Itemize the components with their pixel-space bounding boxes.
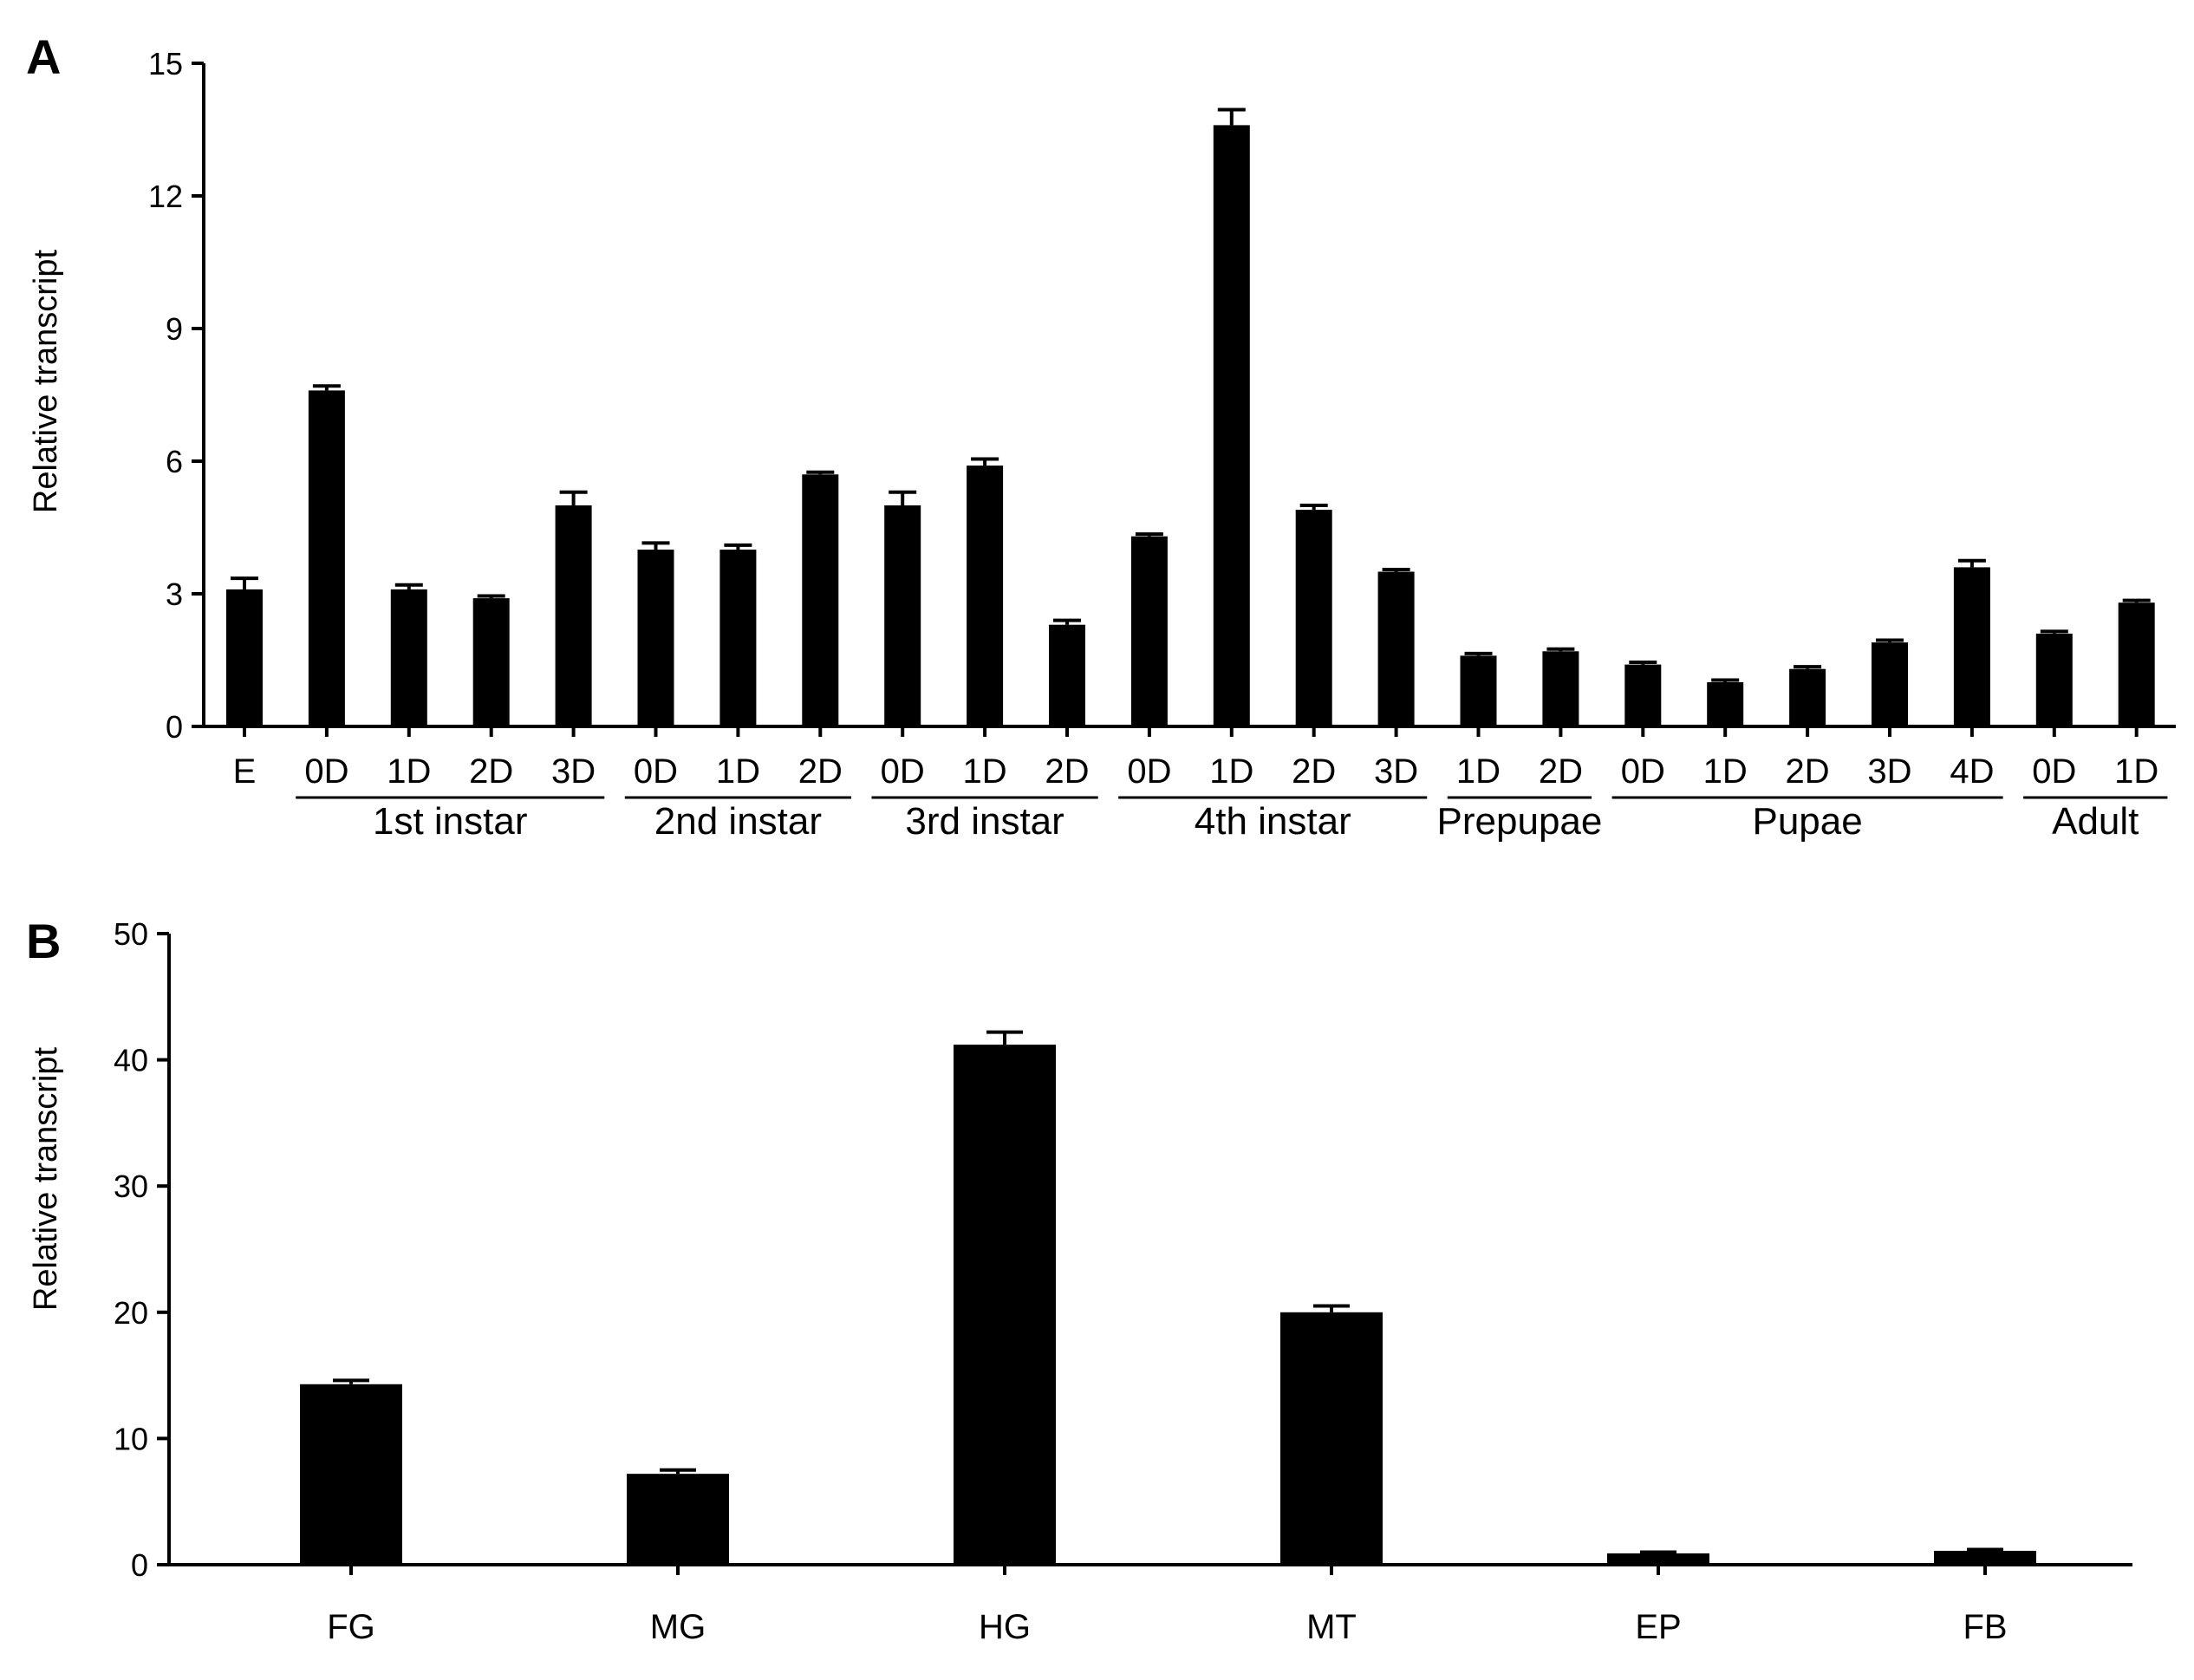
y-tick-label: 30: [114, 1169, 148, 1204]
x-tick-label: 1D: [2114, 752, 2158, 791]
bar: [1049, 624, 1085, 726]
panel-b-y-axis-label: Relative transcript: [28, 1047, 64, 1312]
bar: [954, 1045, 1056, 1565]
x-tick-label: MG: [650, 1608, 706, 1646]
bar: [1213, 125, 1250, 726]
x-tick-label: 2D: [1045, 752, 1089, 791]
y-tick-label: 0: [166, 709, 183, 745]
x-tick-label: 2D: [469, 752, 513, 791]
bar: [1789, 668, 1826, 726]
x-tick-label: 2D: [1539, 752, 1583, 791]
bar: [967, 466, 1004, 726]
bar: [719, 550, 757, 726]
bar: [637, 550, 674, 726]
x-tick-label: 1D: [1456, 752, 1501, 791]
bar: [1460, 655, 1497, 726]
x-tick-label: 0D: [304, 752, 348, 791]
bar: [1542, 651, 1579, 726]
panel-a-label: A: [26, 29, 61, 84]
bar: [1280, 1312, 1383, 1565]
panel-a-labels: E 0D 1D 2D 3D 0D 1D 2D 0D 1D 2D 0D 1D 2D 3D 1D 2D 0D 1D 2D 3…: [233, 752, 2168, 843]
x-tick-label: 4D: [1950, 752, 1994, 791]
x-tick-label: 2D: [1292, 752, 1336, 791]
x-tick-label: 0D: [634, 752, 678, 791]
bar: [300, 1384, 402, 1565]
bar: [2035, 633, 2073, 726]
panel-a-y-axis-label: Relative transcript: [28, 250, 64, 514]
bar: [1953, 567, 1990, 726]
x-tick-label: 3D: [1867, 752, 1911, 791]
y-tick-label: 0: [131, 1547, 148, 1583]
x-tick-label: 1D: [963, 752, 1007, 791]
bar: [1607, 1553, 1709, 1565]
x-tick-label: 1D: [1209, 752, 1253, 791]
x-tick-label: 0D: [1127, 752, 1171, 791]
bar: [1872, 642, 1908, 726]
x-tick-label: FG: [327, 1608, 375, 1646]
bar: [390, 589, 427, 726]
x-tick-label: 2D: [798, 752, 843, 791]
x-tick-label: HG: [979, 1608, 1031, 1646]
x-tick-label: FB: [1963, 1608, 2007, 1646]
y-tick-label: 10: [114, 1421, 148, 1456]
panel-b-bars: [300, 1030, 2036, 1565]
group-label: 1st instar: [373, 800, 528, 843]
bar: [1130, 536, 1168, 726]
x-tick-label: 0D: [1621, 752, 1665, 791]
bar: [226, 589, 263, 726]
y-tick-label: 6: [166, 444, 183, 479]
bar: [2118, 602, 2155, 726]
group-label: Pupae: [1752, 800, 1862, 843]
group-label: Adult: [2052, 800, 2139, 843]
bar: [1707, 682, 1744, 726]
bar: [308, 390, 345, 726]
y-tick-label: 12: [148, 179, 183, 214]
x-tick-label: EP: [1635, 1608, 1681, 1646]
y-tick-label: 3: [166, 576, 183, 612]
x-tick-label: 1D: [387, 752, 431, 791]
bar: [802, 474, 839, 726]
bar: [472, 598, 510, 726]
group-label: 3rd instar: [905, 800, 1064, 843]
x-tick-label: MT: [1306, 1608, 1357, 1646]
panel-a-chart: A Relative transcript 0 3 6 9 12 15 E 0D 1D 2D 3D…: [26, 29, 2176, 843]
bar: [627, 1474, 729, 1565]
panel-a-axes: 0 3 6 9 12 15: [148, 46, 2176, 745]
group-label: Prepupae: [1437, 800, 1603, 843]
group-label: 4th instar: [1195, 800, 1351, 843]
x-tick-label: 2D: [1786, 752, 1830, 791]
x-tick-label: 3D: [551, 752, 596, 791]
panel-b-labels: FG MG HG MT EP FB: [327, 1608, 2007, 1646]
panel-b-chart: B Relative transcript 0 10 20 30 40 50 FG MG HG…: [26, 914, 2132, 1646]
y-tick-label: 40: [114, 1043, 148, 1078]
bar: [1624, 664, 1662, 726]
x-tick-label: 3D: [1374, 752, 1418, 791]
bar: [884, 505, 921, 726]
x-tick-label: 0D: [881, 752, 925, 791]
y-tick-label: 50: [114, 916, 148, 952]
x-tick-label: 0D: [2032, 752, 2076, 791]
bar: [555, 505, 592, 726]
bar: [1377, 571, 1415, 726]
y-tick-label: 15: [148, 46, 183, 81]
x-tick-label: 1D: [1703, 752, 1748, 791]
x-tick-label: 1D: [716, 752, 760, 791]
group-label: 2nd instar: [654, 800, 822, 843]
y-tick-label: 9: [166, 311, 183, 347]
panel-b-axes: 0 10 20 30 40 50: [114, 916, 2132, 1583]
panel-a-bars: [226, 107, 2155, 726]
bar: [1934, 1550, 2036, 1565]
bar: [1295, 510, 1332, 726]
x-tick-label: E: [233, 752, 257, 791]
panel-b-label: B: [26, 914, 61, 968]
y-tick-label: 20: [114, 1295, 148, 1331]
